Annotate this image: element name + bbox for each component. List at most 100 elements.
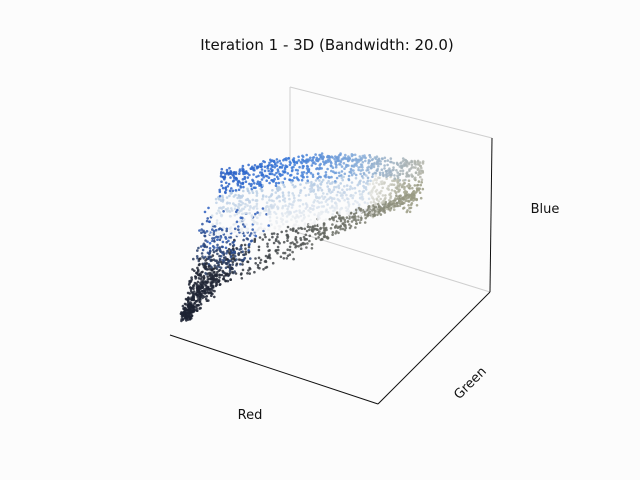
scatter-point bbox=[313, 227, 316, 230]
scatter-point bbox=[205, 230, 209, 233]
scatter-point bbox=[255, 182, 259, 185]
scatter-point bbox=[208, 249, 212, 253]
scatter-point bbox=[213, 236, 216, 240]
scatter-point bbox=[269, 167, 273, 171]
scatter-point bbox=[267, 228, 270, 231]
scatter-point bbox=[261, 197, 264, 201]
scatter-point bbox=[259, 258, 263, 262]
scatter-point bbox=[309, 156, 312, 160]
scatter-point bbox=[365, 174, 368, 177]
scatter-point bbox=[376, 202, 380, 206]
scatter-point bbox=[201, 270, 204, 274]
scatter-point bbox=[203, 234, 206, 238]
scatter-point bbox=[224, 190, 227, 194]
scatter-point bbox=[242, 238, 245, 242]
scatter-point bbox=[324, 171, 328, 174]
scatter-point bbox=[217, 232, 221, 235]
scatter-point bbox=[207, 299, 210, 302]
scatter-point bbox=[295, 160, 299, 164]
scatter-point bbox=[368, 191, 372, 194]
scatter-point bbox=[203, 210, 207, 214]
scatter-point bbox=[294, 223, 298, 226]
scatter-point bbox=[327, 175, 330, 179]
scatter-point bbox=[407, 183, 411, 186]
scatter-point bbox=[229, 176, 232, 179]
scatter-point bbox=[369, 179, 372, 183]
scatter-point bbox=[268, 172, 272, 176]
scatter-point bbox=[324, 226, 328, 230]
scatter-point bbox=[288, 245, 292, 249]
scatter-point bbox=[265, 195, 268, 198]
scatter-point bbox=[257, 165, 260, 168]
scatter-point bbox=[227, 239, 230, 243]
scatter-point bbox=[342, 162, 346, 165]
scatter-point bbox=[241, 202, 245, 205]
scatter-point bbox=[337, 225, 341, 229]
scatter-point bbox=[231, 247, 235, 250]
scatter-point bbox=[338, 210, 341, 214]
scatter-point bbox=[196, 280, 200, 284]
scatter-point bbox=[200, 252, 204, 255]
scatter-point bbox=[291, 215, 295, 218]
scatter-point bbox=[348, 170, 352, 174]
scatter-point bbox=[210, 280, 214, 284]
scatter-point bbox=[288, 160, 292, 163]
scatter-point bbox=[352, 172, 356, 175]
scatter-point bbox=[415, 197, 419, 201]
scatter-point bbox=[231, 270, 234, 274]
scatter-point bbox=[234, 189, 238, 192]
scatter-point bbox=[211, 289, 214, 292]
scatter-point bbox=[249, 232, 253, 235]
scatter-point bbox=[299, 160, 303, 164]
scatter-point bbox=[350, 173, 354, 177]
scatter-point bbox=[350, 164, 354, 168]
scatter-point bbox=[213, 264, 217, 268]
scatter-point bbox=[216, 243, 219, 247]
scatter-point bbox=[246, 272, 249, 275]
scatter-point bbox=[401, 157, 405, 160]
scatter-point bbox=[266, 242, 269, 246]
scatter-point bbox=[220, 180, 223, 183]
scatter-point bbox=[267, 212, 270, 216]
scatter-point bbox=[255, 199, 259, 202]
scatter-point bbox=[382, 199, 385, 203]
scatter-point bbox=[321, 231, 325, 235]
scatter-point bbox=[352, 194, 355, 197]
scatter-point bbox=[281, 222, 285, 226]
scatter-point bbox=[254, 262, 257, 265]
scatter-point bbox=[349, 224, 353, 228]
scatter-point bbox=[237, 179, 240, 183]
scatter-point bbox=[406, 209, 409, 212]
scatter-point bbox=[209, 290, 212, 293]
scatter-point bbox=[250, 165, 254, 169]
scatter-point bbox=[223, 175, 226, 178]
scatter-point bbox=[421, 160, 425, 163]
scatter-point bbox=[213, 270, 216, 274]
scatter-point bbox=[340, 206, 343, 210]
scatter-point bbox=[200, 292, 203, 295]
scatter-point bbox=[274, 238, 278, 241]
scatter-point bbox=[412, 189, 416, 193]
scatter-point bbox=[377, 157, 381, 161]
scatter-point bbox=[378, 171, 382, 175]
scatter-point bbox=[243, 243, 247, 247]
scatter-point bbox=[286, 233, 289, 237]
scatter-point bbox=[323, 195, 327, 199]
scatter-point bbox=[224, 181, 228, 185]
scatter-point bbox=[420, 178, 424, 181]
scatter-point bbox=[377, 183, 381, 186]
scatter-point bbox=[273, 173, 276, 177]
scatter-point bbox=[208, 241, 212, 245]
scatter-point bbox=[192, 257, 195, 261]
scatter-point bbox=[407, 204, 410, 207]
scatter-point bbox=[347, 155, 350, 158]
scatter-point bbox=[299, 226, 303, 230]
scatter-point bbox=[313, 199, 317, 202]
scatter-point bbox=[400, 164, 403, 168]
scatter-point bbox=[240, 227, 244, 231]
scatter-point bbox=[320, 201, 324, 204]
scatter-point bbox=[241, 164, 245, 168]
scatter-point bbox=[368, 154, 371, 157]
scatter-point bbox=[241, 207, 244, 211]
scatter-point bbox=[289, 173, 293, 177]
